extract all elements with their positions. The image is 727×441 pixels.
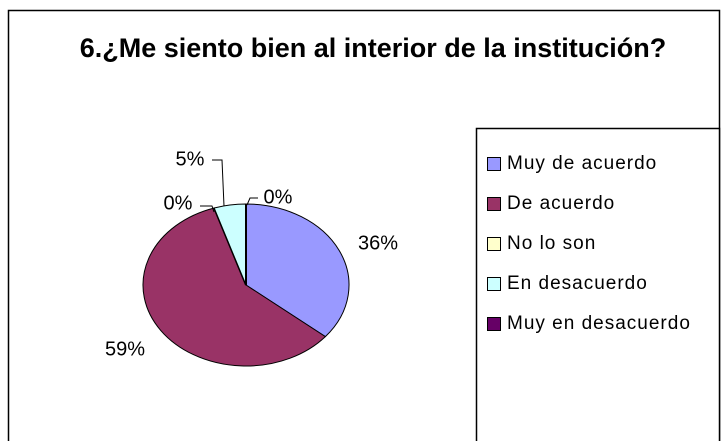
legend-marker xyxy=(487,156,501,171)
legend-marker xyxy=(487,276,501,291)
leader-line xyxy=(212,159,225,207)
title-box: 6.¿Me siento bien al interior de la inst… xyxy=(79,33,667,63)
legend-label: No lo son xyxy=(507,233,597,254)
legend-label: De acuerdo xyxy=(507,193,616,214)
data-label: 59% xyxy=(105,338,145,360)
legend-entry: En desacuerdo xyxy=(487,264,713,304)
legend-entry: Muy de acuerdo xyxy=(487,144,713,184)
legend-marker xyxy=(487,316,501,331)
legend: Muy de acuerdo De acuerdo No lo son En desa… xyxy=(487,144,713,344)
data-label: 5% xyxy=(176,148,205,170)
chart-title: 6.¿Me siento bien al interior de la inst… xyxy=(79,33,667,63)
pie-slice xyxy=(142,207,327,367)
legend-label: En desacuerdo xyxy=(507,273,648,294)
legend-entry: Muy en desacuerdo xyxy=(487,304,713,344)
legend-frame xyxy=(475,127,721,441)
data-label: 36% xyxy=(358,232,398,254)
legend-entry: No lo son xyxy=(487,224,713,264)
legend-marker xyxy=(487,196,501,211)
legend-label: Muy en desacuerdo xyxy=(507,313,691,334)
leader-line xyxy=(200,205,215,213)
pie-slice xyxy=(245,203,350,338)
data-label: 0% xyxy=(164,192,193,214)
legend-entry: De acuerdo xyxy=(487,184,713,224)
legend-marker xyxy=(487,236,501,251)
leader-line xyxy=(246,197,258,206)
data-label: 0% xyxy=(264,186,293,208)
legend-label: Muy de acuerdo xyxy=(507,153,658,174)
